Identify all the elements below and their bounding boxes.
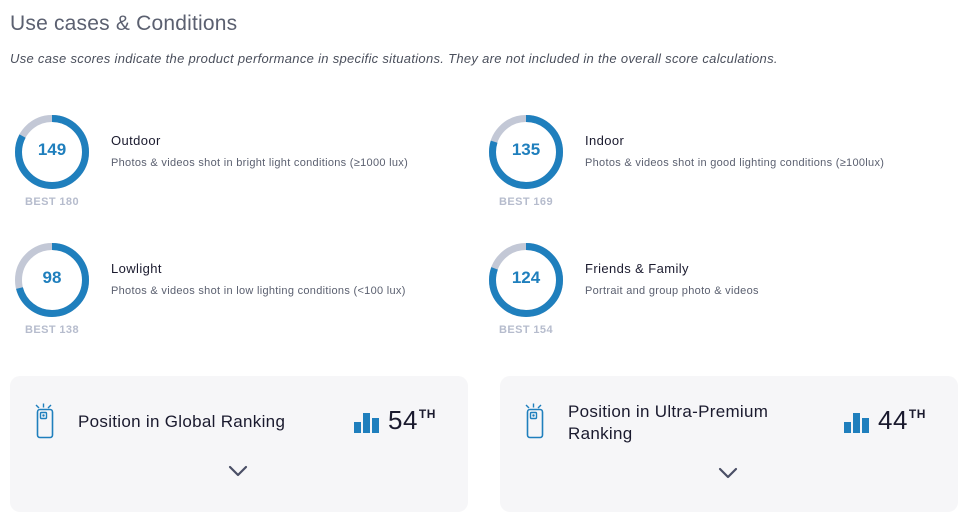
score-ring: 135 BEST 169 <box>486 112 566 212</box>
use-case-lowlight: 98 BEST 138 Lowlight Photos & videos sho… <box>12 240 472 340</box>
score-ring-graphic <box>489 243 563 317</box>
score-ring-graphic <box>489 115 563 189</box>
bar-chart-icon <box>844 413 869 433</box>
ranking-label-line2: Ranking <box>568 424 633 443</box>
chevron-down-icon[interactable] <box>718 467 738 479</box>
ranking-label: Position in Global Ranking <box>78 411 285 433</box>
section-description: Use case scores indicate the product per… <box>10 51 778 66</box>
chevron-down-icon[interactable] <box>228 465 248 477</box>
ranking-position-number: 44 <box>878 405 908 435</box>
ranking-label-line1: Position in Ultra-Premium <box>568 402 769 421</box>
ranking-label: Position in Ultra-Premium Ranking <box>568 401 768 445</box>
use-case-friends-family: 124 BEST 154 Friends & Family Portrait a… <box>486 240 946 340</box>
bar-chart-icon <box>354 413 379 433</box>
ranking-position-suffix: TH <box>418 407 436 421</box>
score-ring: 149 BEST 180 <box>12 112 92 212</box>
ranking-position: 54TH <box>388 405 436 436</box>
ranking-position-suffix: TH <box>908 407 926 421</box>
ranking-position-number: 54 <box>388 405 418 435</box>
score-value: 124 <box>511 268 541 287</box>
score-value: 149 <box>37 140 67 159</box>
best-score: BEST 138 <box>25 324 79 336</box>
use-case-description: Photos & videos shot in bright light con… <box>111 157 409 169</box>
use-case-name: Outdoor <box>111 133 161 148</box>
ultra-premium-ranking-card[interactable]: Position in Ultra-Premium Ranking 44TH <box>500 376 958 512</box>
best-score: BEST 169 <box>499 196 553 208</box>
global-ranking-card[interactable]: Position in Global Ranking 54TH <box>10 376 468 512</box>
use-case-description: Photos & videos shot in good lighting co… <box>585 157 885 169</box>
use-case-description: Photos & videos shot in low lighting con… <box>111 285 406 297</box>
use-case-outdoor: 149 BEST 180 Outdoor Photos & videos sho… <box>12 112 472 212</box>
score-value: 98 <box>42 268 62 287</box>
phone-camera-icon <box>35 403 54 439</box>
section-title: Use cases & Conditions <box>10 12 238 35</box>
use-case-name: Lowlight <box>111 261 162 276</box>
score-ring: 98 BEST 138 <box>12 240 92 340</box>
use-case-name: Indoor <box>585 133 625 148</box>
use-case-description: Portrait and group photo & videos <box>585 285 759 297</box>
use-case-indoor: 135 BEST 169 Indoor Photos & videos shot… <box>486 112 946 212</box>
score-ring-graphic <box>15 243 89 317</box>
use-case-name: Friends & Family <box>585 261 689 276</box>
best-score: BEST 154 <box>499 324 553 336</box>
best-score: BEST 180 <box>25 196 79 208</box>
phone-camera-icon <box>525 403 544 439</box>
score-ring-graphic <box>15 115 89 189</box>
score-ring: 124 BEST 154 <box>486 240 566 340</box>
ranking-position: 44TH <box>878 405 926 436</box>
ranking-label-line1: Position in Global Ranking <box>78 412 286 431</box>
score-value: 135 <box>511 140 541 159</box>
